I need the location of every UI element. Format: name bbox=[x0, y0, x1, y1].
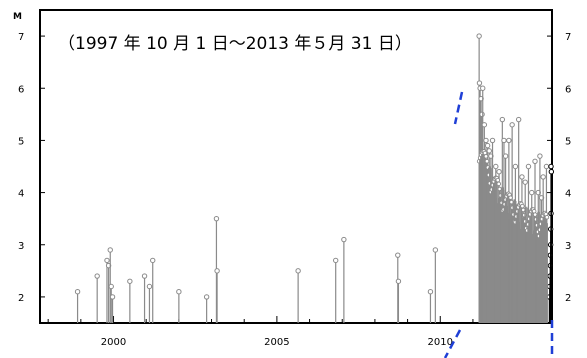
x-tick-label: 2010 bbox=[428, 337, 453, 348]
y-tick-label-right: 4 bbox=[565, 189, 571, 200]
y-axis-unit-label: M bbox=[13, 12, 22, 22]
stem-point bbox=[519, 174, 525, 180]
y-axis-right: 2 3 4 5 6 7 bbox=[547, 32, 571, 304]
stem-point bbox=[529, 189, 535, 196]
stem-point bbox=[109, 294, 116, 300]
stem-point bbox=[499, 116, 506, 123]
stem-point bbox=[203, 294, 210, 300]
stem-point bbox=[104, 257, 110, 264]
y-tick-label-right: 3 bbox=[565, 241, 571, 252]
stem-point bbox=[537, 153, 543, 159]
stem-point bbox=[146, 283, 153, 290]
stem-point bbox=[489, 137, 496, 144]
stem-point bbox=[543, 163, 550, 170]
stem-point bbox=[395, 252, 401, 258]
y-tick-label-right: 2 bbox=[565, 293, 571, 304]
stem-point bbox=[213, 215, 220, 222]
stem-point bbox=[512, 163, 519, 170]
stem-point bbox=[508, 195, 513, 200]
stem-point bbox=[127, 278, 133, 284]
x-tick-label: 2005 bbox=[264, 337, 289, 348]
y-tick-label-left: 2 bbox=[18, 293, 24, 304]
stem-point bbox=[548, 163, 554, 170]
stem-point bbox=[341, 236, 347, 243]
stem-point bbox=[532, 212, 538, 217]
stem-point bbox=[107, 247, 113, 253]
stem-point bbox=[395, 278, 402, 284]
stem-point bbox=[515, 116, 522, 123]
y-axis-left: 2 3 4 5 6 7 bbox=[18, 32, 45, 304]
stem-point bbox=[479, 111, 485, 118]
stem-point bbox=[520, 203, 525, 209]
y-tick-label-left: 6 bbox=[18, 84, 24, 95]
stem-point bbox=[506, 137, 512, 144]
stem-marks bbox=[74, 33, 555, 323]
stem-point bbox=[476, 80, 483, 86]
stem-point bbox=[432, 247, 439, 253]
stem-point bbox=[332, 257, 339, 264]
stem-point bbox=[496, 181, 502, 187]
y-tick-label-right: 6 bbox=[565, 84, 571, 95]
stem-point bbox=[94, 273, 100, 279]
stem-point bbox=[509, 122, 515, 128]
stem-point bbox=[522, 179, 528, 185]
stem-point bbox=[483, 137, 489, 144]
stem-point bbox=[525, 163, 532, 170]
stem-point bbox=[532, 158, 538, 164]
y-tick-label-left: 7 bbox=[18, 32, 24, 43]
y-tick-label-right: 5 bbox=[565, 136, 571, 147]
stem-point bbox=[176, 289, 182, 295]
stem-point bbox=[484, 142, 491, 149]
stem-point bbox=[483, 154, 489, 159]
stem-point bbox=[141, 273, 148, 279]
dashed-connector-left bbox=[453, 91, 464, 125]
stem-point bbox=[548, 169, 555, 175]
y-tick-label-left: 3 bbox=[18, 241, 24, 252]
stem-point bbox=[540, 174, 546, 180]
chart-title: （1997 年 10 月 1 日～2013 年５月 31 日） bbox=[58, 34, 412, 54]
dashed-connector bbox=[443, 91, 554, 358]
stem-point bbox=[481, 122, 488, 128]
stem-point bbox=[427, 289, 434, 295]
stem-point bbox=[484, 158, 490, 164]
stem-point bbox=[496, 169, 502, 175]
stem-point bbox=[486, 148, 492, 154]
plot-frame bbox=[39, 9, 553, 324]
stem-point bbox=[108, 283, 114, 290]
stem-point bbox=[74, 289, 81, 295]
stem-point bbox=[501, 137, 507, 144]
stem-point bbox=[295, 268, 301, 274]
x-axis: 2000 2005 2010 bbox=[47, 316, 539, 348]
dashed-connector-bottom bbox=[443, 329, 462, 358]
y-tick-label-right: 7 bbox=[565, 32, 571, 43]
stem-point bbox=[493, 163, 499, 170]
y-tick-label-left: 4 bbox=[18, 189, 24, 200]
stem-point bbox=[502, 153, 509, 159]
stem-point bbox=[544, 214, 550, 220]
y-tick-label-left: 5 bbox=[18, 136, 24, 147]
stem-point bbox=[480, 85, 486, 91]
stem-point bbox=[214, 268, 220, 274]
stem-point bbox=[476, 33, 482, 39]
stem-point bbox=[495, 177, 501, 183]
stem-point bbox=[150, 257, 156, 264]
x-tick-label: 2000 bbox=[101, 337, 126, 348]
